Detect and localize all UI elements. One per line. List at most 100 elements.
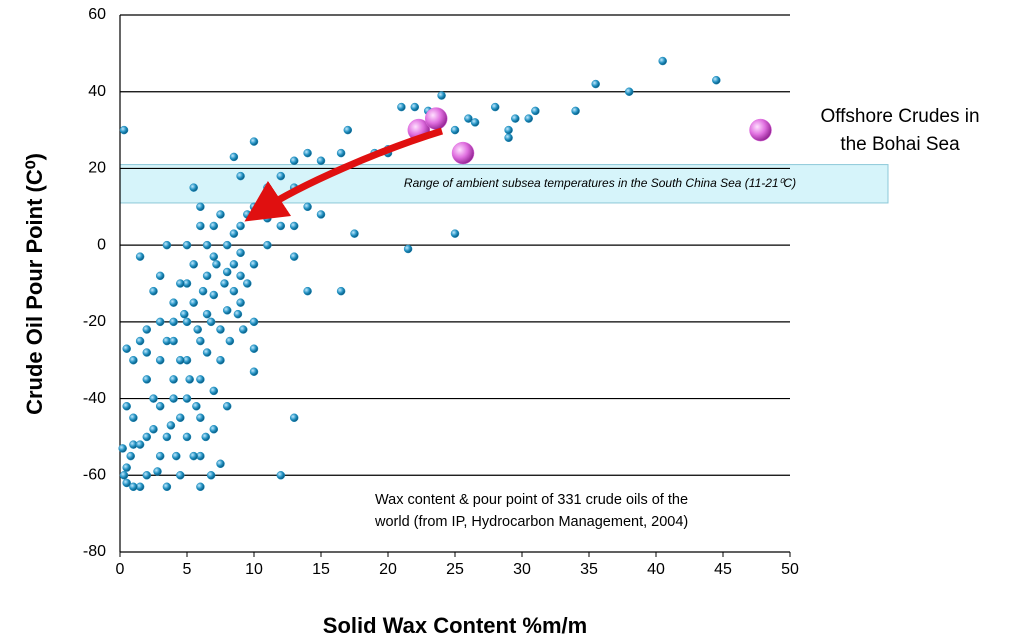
point: [216, 325, 225, 334]
point: [135, 252, 145, 261]
point: [169, 394, 178, 403]
point: [189, 451, 198, 461]
x-tick-label: 50: [781, 561, 799, 578]
point: [166, 421, 176, 430]
point: [276, 221, 286, 231]
x-tick-label: 35: [580, 561, 598, 578]
point: [350, 229, 359, 238]
annotation: Offshore Crudes in: [820, 106, 979, 127]
offshore-point: [451, 141, 475, 165]
point: [464, 114, 473, 123]
y-tick-label: 60: [88, 6, 106, 23]
point: [189, 298, 198, 307]
point: [202, 309, 212, 319]
point: [216, 355, 225, 365]
point: [229, 229, 239, 238]
plot: -80 -60 -40 -20 0 20 40 60 0 5 10 15 20 25 30 35 40 45 50 R…: [83, 6, 889, 578]
x-tick-label: 10: [245, 561, 263, 578]
arrow: [244, 127, 444, 222]
x-axis-title: Solid Wax Content %m/m: [323, 613, 587, 638]
point: [470, 118, 480, 127]
point: [196, 202, 205, 212]
point: [201, 432, 211, 442]
y-tick-label: -20: [83, 313, 106, 330]
x-tick-label: 45: [714, 561, 732, 578]
point: [249, 317, 259, 327]
y-tick-label: 20: [88, 160, 106, 177]
point: [397, 102, 406, 112]
point: [289, 221, 299, 231]
point: [162, 432, 172, 442]
point: [182, 317, 192, 327]
point: [135, 440, 145, 449]
point: [176, 471, 185, 480]
point: [209, 290, 219, 300]
point: [206, 471, 216, 480]
y-tick-label: 40: [88, 83, 106, 100]
point: [169, 298, 178, 307]
point: [216, 459, 225, 469]
point: [122, 463, 131, 472]
point: [504, 133, 513, 142]
point: [206, 317, 216, 327]
point: [450, 125, 460, 135]
x-tick-label: 5: [183, 561, 192, 578]
point: [263, 183, 272, 192]
point: [236, 248, 245, 258]
point: [263, 214, 272, 223]
point: [229, 286, 239, 296]
point: [236, 171, 245, 181]
point: [216, 210, 225, 219]
point: [437, 91, 446, 100]
y-axis-title: Crude Oil Pour Point (C⁰): [22, 153, 47, 415]
point: [249, 202, 259, 212]
point: [222, 240, 232, 250]
point: [149, 425, 158, 434]
point: [236, 221, 245, 231]
point: [202, 271, 212, 281]
point: [119, 471, 129, 480]
point: [511, 114, 520, 123]
point: [249, 137, 259, 146]
x-tick-label: 0: [116, 561, 125, 578]
point: [142, 325, 152, 334]
point: [531, 106, 540, 116]
point: [118, 444, 127, 453]
point: [129, 355, 138, 365]
point: [209, 386, 219, 396]
point: [233, 309, 243, 319]
point: [155, 451, 165, 461]
point: [450, 229, 460, 238]
x-tick-label: 15: [312, 561, 330, 578]
point: [222, 267, 232, 277]
point: [176, 413, 185, 422]
point: [249, 344, 259, 353]
point: [591, 79, 600, 89]
y-tick-label: -40: [83, 390, 106, 407]
point: [249, 367, 259, 376]
point: [209, 221, 219, 231]
point: [243, 210, 252, 219]
point: [169, 317, 178, 327]
point: [249, 260, 259, 269]
point: [236, 298, 245, 307]
point: [129, 482, 138, 492]
point: [142, 375, 152, 384]
x-tick-label: 30: [513, 561, 531, 578]
point: [624, 87, 634, 96]
point: [129, 413, 138, 422]
annotation: the Bohai Sea: [840, 134, 960, 155]
x-tick-label: 20: [379, 561, 397, 578]
point: [196, 482, 205, 492]
point: [403, 244, 413, 254]
point: [239, 325, 248, 334]
point: [172, 451, 181, 461]
point: [176, 355, 185, 365]
point: [571, 106, 580, 116]
point: [155, 355, 165, 365]
point: [196, 413, 205, 422]
point: [222, 401, 232, 411]
point: [225, 336, 235, 346]
point: [504, 125, 513, 135]
